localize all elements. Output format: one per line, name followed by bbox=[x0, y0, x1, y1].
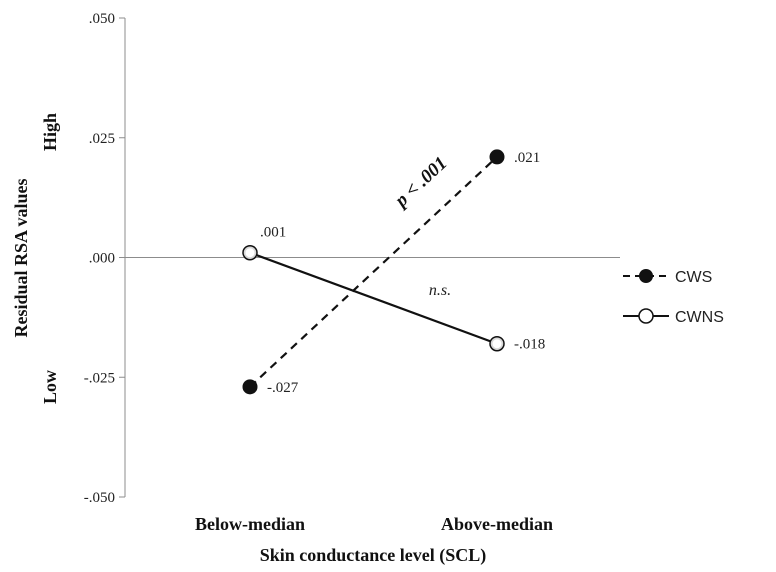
y-tick-label: -.025 bbox=[84, 370, 115, 386]
legend-label-cws: CWS bbox=[675, 269, 712, 286]
y-axis-title-group: Residual RSA values bbox=[11, 178, 31, 337]
legend-swatch-cwns-marker bbox=[638, 308, 654, 324]
data-label-cwns: .001 bbox=[260, 225, 286, 241]
series-layer: -.027 .021 .001 -.018 bbox=[242, 149, 545, 396]
cws-significance-annotation: p < .001 bbox=[390, 153, 452, 213]
y-tick-labels: .050 .025 .000 -.025 -.050 bbox=[84, 11, 115, 506]
series-line-cwns bbox=[249, 251, 498, 345]
y-axis-high-group: High bbox=[40, 113, 60, 151]
data-label-cws: .021 bbox=[514, 150, 540, 166]
data-point-cwns-inner bbox=[492, 339, 502, 349]
legend-item-cws: CWS bbox=[623, 269, 712, 286]
y-tick-label: .050 bbox=[89, 11, 115, 27]
y-tick-label: .025 bbox=[89, 131, 115, 147]
cwns-significance-annotation: n.s. bbox=[429, 282, 451, 299]
annotations: p < .001 n.s. bbox=[390, 153, 452, 299]
series-cws: -.027 .021 bbox=[242, 149, 540, 396]
y-axis-high-label: High bbox=[40, 113, 60, 151]
data-point-cws bbox=[489, 149, 505, 165]
data-label-cwns: -.018 bbox=[514, 337, 545, 353]
y-axis-low-label: Low bbox=[40, 370, 60, 404]
x-category-label-above-median: Above-median bbox=[441, 514, 553, 534]
y-axis bbox=[119, 17, 126, 498]
y-axis-low-group: Low bbox=[40, 370, 60, 404]
x-axis-title: Skin conductance level (SCL) bbox=[260, 545, 487, 566]
legend-label-cwns: CWNS bbox=[675, 309, 724, 326]
data-point-cws bbox=[242, 379, 258, 395]
y-axis-title: Residual RSA values bbox=[11, 178, 31, 337]
data-point-cwns-inner bbox=[245, 248, 255, 258]
legend-item-cwns: CWNS bbox=[623, 308, 724, 326]
series-line-cws bbox=[249, 156, 498, 388]
y-tick-label: -.050 bbox=[84, 490, 115, 506]
cws-annotation-group: p < .001 bbox=[390, 153, 452, 213]
x-category-label-below-median: Below-median bbox=[195, 514, 305, 534]
data-label-cws: -.027 bbox=[267, 380, 299, 396]
legend-swatch-cws-marker bbox=[639, 269, 653, 283]
series-cwns: .001 -.018 bbox=[242, 225, 545, 353]
y-tick-label: .000 bbox=[89, 251, 115, 267]
legend: CWS CWNS bbox=[623, 269, 724, 326]
